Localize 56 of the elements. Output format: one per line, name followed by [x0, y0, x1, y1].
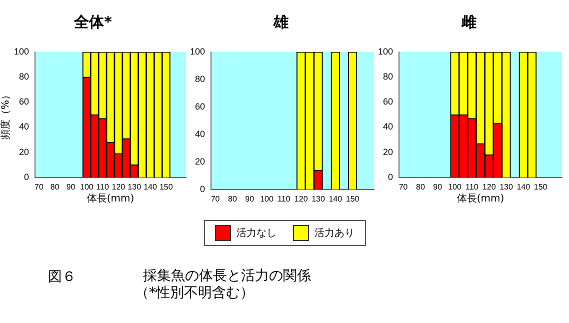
x-tick-label: 70: [34, 182, 44, 192]
x-tick-label: 110: [278, 194, 291, 204]
caption: 図６: [48, 269, 76, 285]
x-tick-label: 90: [66, 182, 76, 192]
x-tick-label: 80: [228, 194, 238, 204]
y-tick-label: 40: [19, 122, 30, 132]
text: 採集魚の体長と活力の関係: [143, 268, 311, 285]
x-tick-label: 100: [80, 182, 94, 192]
x-tick-label: 150: [346, 194, 360, 204]
x-tick-label: 110: [96, 182, 110, 192]
x-tick-label: 110: [466, 182, 479, 192]
y-tick-label: 100: [190, 46, 206, 56]
x-tick-label: 120: [294, 194, 308, 204]
chart-title: 雌: [460, 12, 476, 31]
x-tick-label: 120: [112, 182, 126, 192]
x-tick-label: 70: [210, 194, 220, 204]
y-tick-label: 20: [383, 146, 394, 157]
y-tick-label: 100: [378, 46, 394, 56]
y-tick-label: 60: [19, 96, 30, 107]
y-tick-label: 60: [383, 96, 394, 107]
x-tick-label: 130: [312, 194, 326, 204]
x-tick-label: 150: [159, 182, 174, 192]
y-tick-label: 80: [19, 72, 30, 82]
x-tick-label: 70: [398, 182, 408, 192]
x-tick-label: 140: [516, 182, 531, 192]
x-tick-label: 140: [144, 182, 158, 192]
y-tick-label: 80: [195, 74, 206, 84]
x-tick-label: 100: [260, 194, 274, 204]
x-tick-label: 90: [433, 182, 443, 192]
x-tick-label: 120: [482, 182, 496, 192]
x-axis-title: 体長(mm): [86, 192, 134, 205]
y-tick-label: 40: [383, 122, 394, 132]
y-tick-label: 0: [24, 172, 30, 182]
x-tick-label: 130: [500, 182, 514, 192]
x-tick-label: 130: [128, 182, 142, 192]
y-tick-label: 40: [195, 128, 206, 139]
x-tick-label: 100: [448, 182, 462, 192]
text: （*性別不明含む）: [135, 285, 255, 302]
x-tick-label: 90: [245, 194, 255, 204]
chart-title: 雄: [272, 12, 288, 31]
y-tick-label: 0: [200, 184, 206, 194]
x-tick-label: 80: [416, 182, 426, 192]
y-tick-label: 0: [388, 172, 394, 182]
y-tick-label: 100: [14, 46, 30, 56]
y-tick-label: 20: [195, 156, 206, 166]
y-tick-label: 20: [19, 146, 30, 157]
x-tick-label: 140: [328, 194, 343, 204]
x-axis-title: 体長(mm): [456, 192, 504, 205]
x-tick-label: 150: [534, 182, 548, 192]
x-tick-label: 80: [50, 182, 60, 192]
y-tick-label: 80: [383, 72, 394, 82]
y-axis-title: 頻度（%）: [0, 90, 12, 140]
y-tick-label: 60: [195, 101, 206, 112]
chart-title: 全体*: [73, 12, 112, 31]
legend-label: 活力あり: [314, 226, 354, 240]
legend-label: 活力なし: [236, 226, 276, 240]
